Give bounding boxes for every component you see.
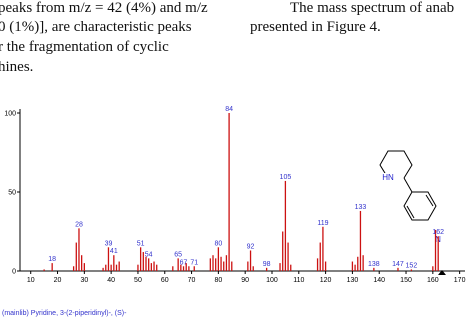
peak-label: 92: [247, 243, 255, 250]
peak-label: 28: [75, 221, 83, 228]
peak-label: 80: [214, 240, 222, 247]
peak-label: 133: [355, 204, 367, 211]
y-tick-label: 0: [12, 269, 16, 276]
x-tick-label: 70: [188, 277, 196, 284]
x-tick-label: 140: [373, 277, 385, 284]
peak-label: 51: [137, 240, 145, 247]
bond: [406, 205, 415, 219]
text-line: presented in Figure 4.: [250, 19, 381, 35]
label-bg: [382, 173, 394, 182]
text-line: 0 (1%)], are characteristic peaks: [0, 19, 192, 35]
peak-label: 71: [190, 259, 198, 266]
peak-label: 84: [225, 106, 233, 113]
peak-label: 65: [174, 251, 182, 258]
marker: [438, 270, 446, 275]
text-line: The mass spectrum of anab: [290, 0, 455, 16]
text-line: peaks from m/z = 42 (4%) and m/z: [0, 0, 208, 16]
x-tick-label: 130: [347, 277, 359, 284]
x-tick-label: 150: [400, 277, 412, 284]
text-line: r the fragmentation of cyclic: [0, 39, 169, 55]
peak-label: 41: [110, 248, 118, 255]
peak-label: 152: [406, 262, 418, 269]
peak-label: 119: [317, 220, 328, 227]
bond: [425, 194, 434, 207]
peak-label: 39: [105, 240, 113, 247]
caption: (mainlib) Pyridine, 3-(2-piperidinyl)-, …: [2, 310, 127, 317]
x-tick-label: 170: [454, 277, 466, 284]
structure: [379, 150, 437, 221]
peak-label: 18: [48, 256, 56, 263]
x-tick-label: 90: [241, 277, 249, 284]
x-tick-label: 80: [214, 277, 222, 284]
y-tick-label: 50: [8, 190, 16, 197]
peak-label: 138: [368, 261, 380, 268]
x-tick-label: 10: [27, 277, 35, 284]
text-line: hines.: [0, 59, 34, 75]
x-tick-label: 100: [266, 277, 278, 284]
x-tick-label: 60: [161, 277, 169, 284]
x-tick-label: 30: [80, 277, 88, 284]
peak-label: 162: [432, 229, 444, 236]
peak-label: 105: [280, 174, 292, 181]
x-tick-label: 50: [134, 277, 142, 284]
x-tick-label: 110: [293, 277, 304, 284]
peak-label: 54: [145, 251, 153, 258]
x-tick-label: 20: [54, 277, 62, 284]
x-tick-label: 120: [320, 277, 332, 284]
peak-label: 98: [263, 261, 271, 268]
bond: [379, 150, 413, 179]
x-tick-label: 40: [107, 277, 115, 284]
x-tick-label: 160: [427, 277, 439, 284]
atom-label: HN: [382, 173, 394, 182]
ring: [403, 191, 437, 221]
peak-label: 147: [392, 261, 404, 268]
peak-label: 67: [180, 259, 188, 266]
y-tick-label: 100: [4, 111, 16, 118]
bond: [403, 177, 413, 193]
